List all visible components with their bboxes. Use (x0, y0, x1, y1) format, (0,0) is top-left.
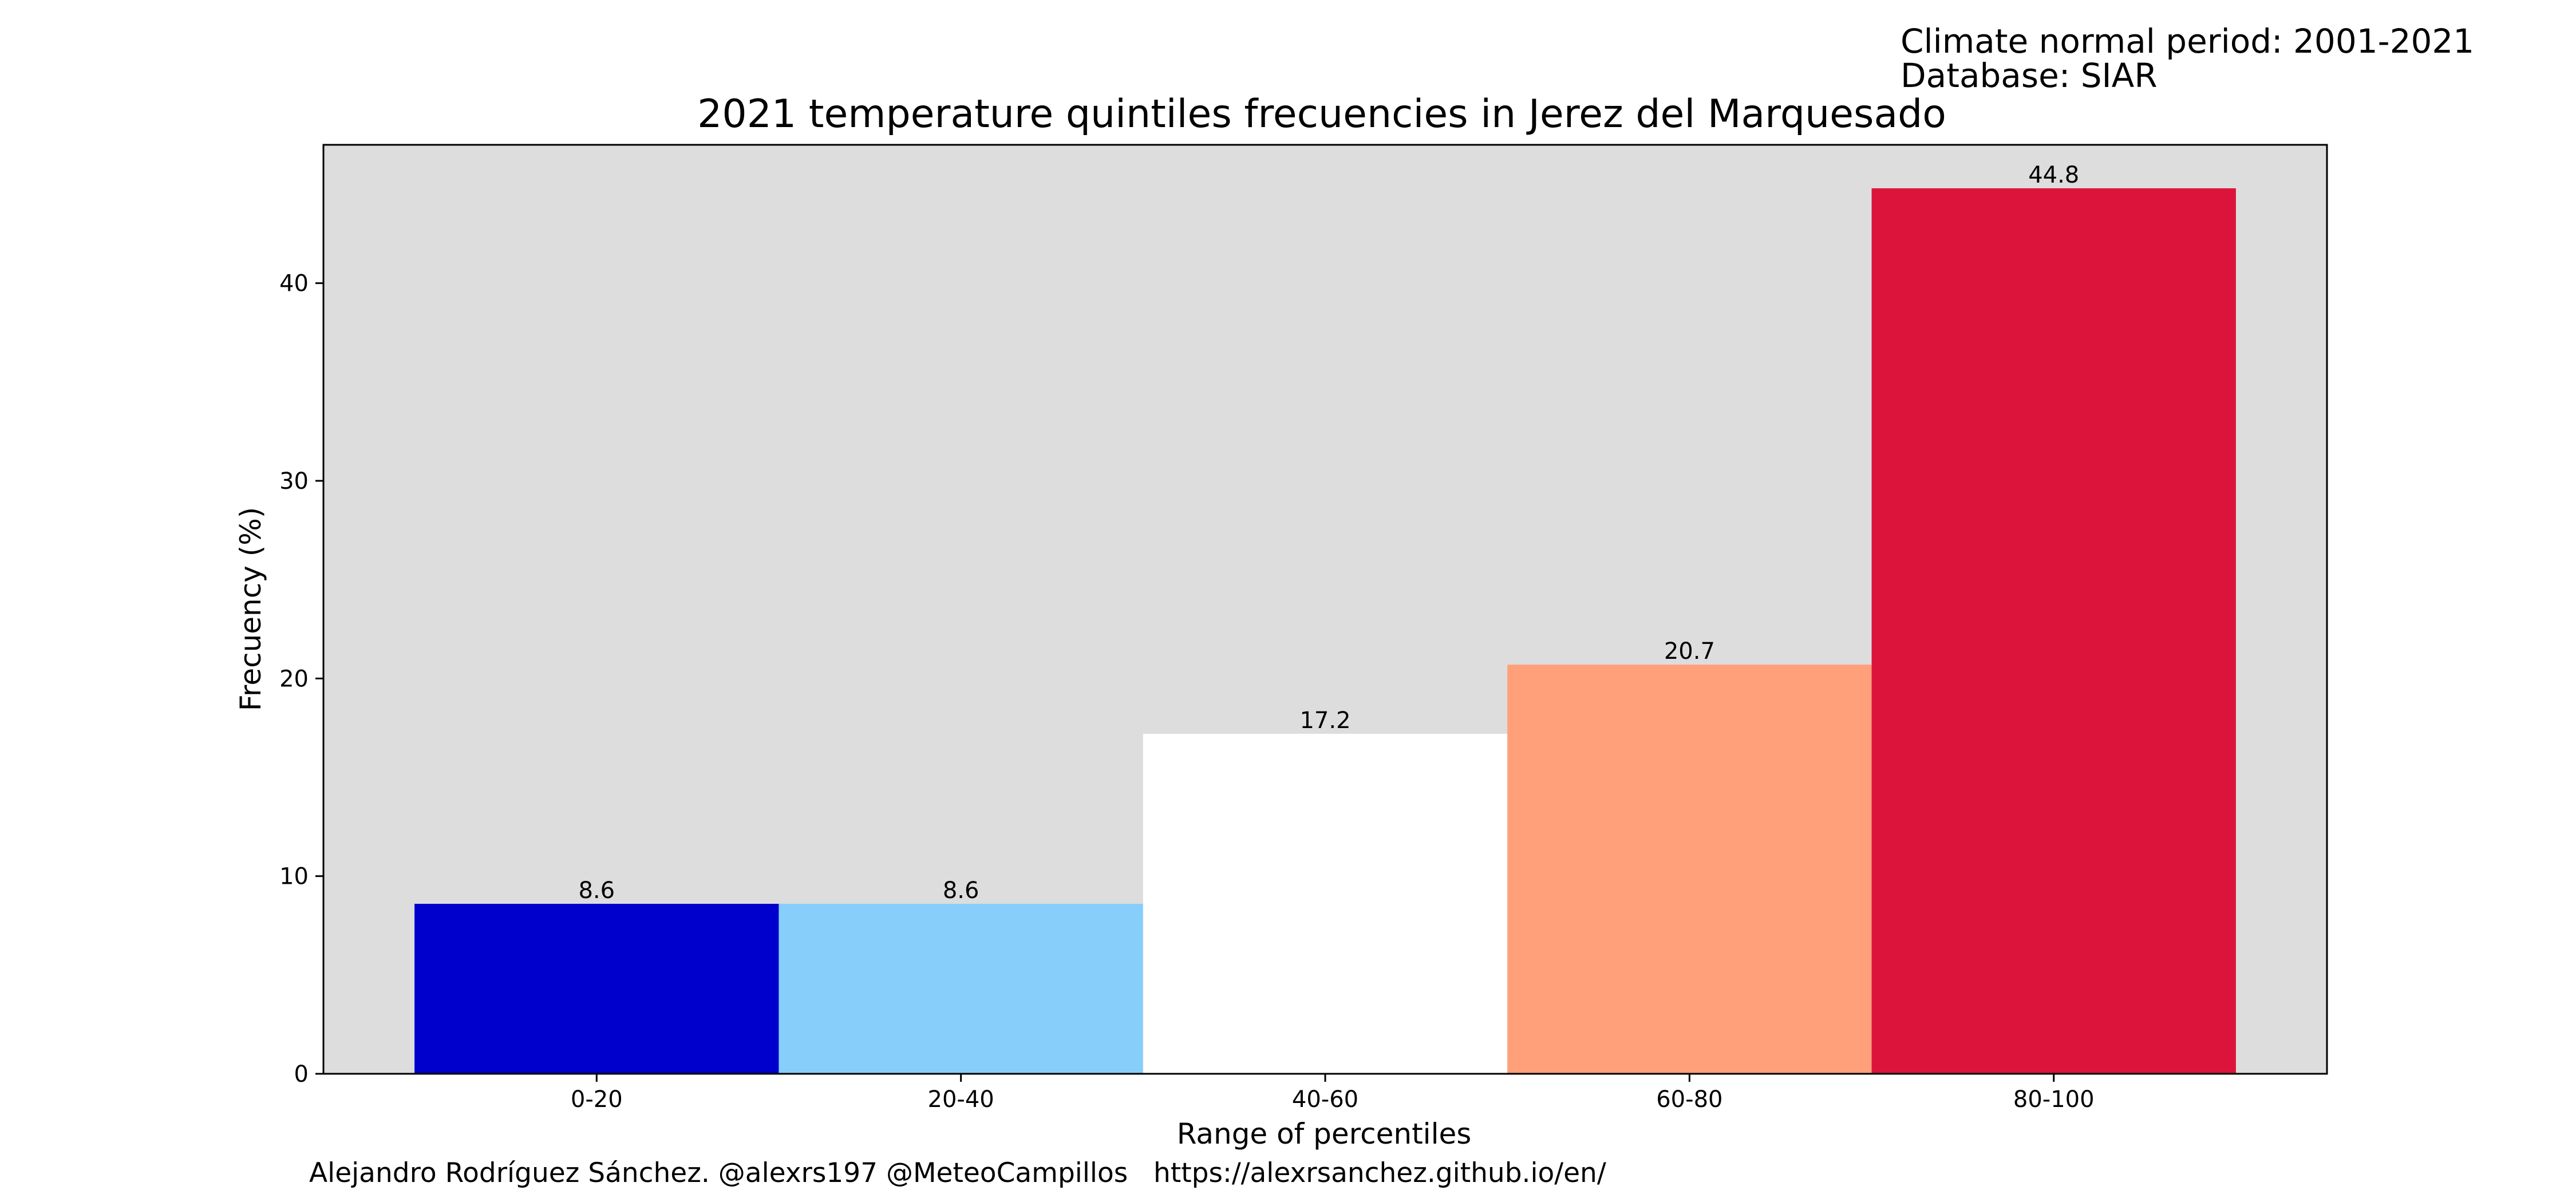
value-label-0-20: 8.6 (578, 877, 615, 904)
y-tick-label-40: 40 (279, 271, 309, 297)
x-tick-label-60-80: 60-80 (1656, 1086, 1722, 1113)
y-tick-label-20: 20 (279, 666, 309, 692)
bar-40-60 (1143, 734, 1508, 1074)
value-labels: 8.6 8.6 17.2 20.7 44.8 (578, 162, 2079, 904)
y-tick-label-0: 0 (294, 1061, 309, 1088)
value-label-80-100: 44.8 (2028, 162, 2079, 188)
x-tick-label-20-40: 20-40 (928, 1086, 994, 1113)
bar-80-100 (1871, 188, 2236, 1074)
y-tick-label-30: 30 (279, 468, 309, 495)
plot-frame (322, 144, 2328, 1075)
y-axis-ticks: 0 10 20 30 40 (279, 271, 323, 1088)
y-tick-label-10: 10 (279, 864, 309, 890)
bar-0-20 (414, 904, 779, 1074)
x-axis-label: Range of percentiles (1177, 1117, 1472, 1150)
value-label-40-60: 17.2 (1299, 707, 1350, 734)
y-axis-label: Frecuency (%) (234, 507, 267, 711)
bars (414, 188, 2236, 1074)
footer-credit: Alejandro Rodríguez Sánchez. @alexrs197 … (309, 1157, 1606, 1189)
x-tick-label-0-20: 0-20 (571, 1086, 623, 1113)
x-tick-label-80-100: 80-100 (2013, 1086, 2095, 1113)
value-label-20-40: 8.6 (943, 877, 979, 904)
x-axis-ticks: 0-20 20-40 40-60 60-80 80-100 (571, 1074, 2095, 1113)
climate-period-note: Climate normal period: 2001-2021 (1901, 22, 2474, 61)
database-note: Database: SIAR (1901, 56, 2158, 95)
bar-60-80 (1507, 665, 1872, 1074)
value-label-60-80: 20.7 (1664, 638, 1715, 665)
x-tick-label-40-60: 40-60 (1292, 1086, 1358, 1113)
chart-title: 2021 temperature quintiles frecuencies i… (697, 92, 1946, 137)
bar-20-40 (779, 904, 1143, 1074)
